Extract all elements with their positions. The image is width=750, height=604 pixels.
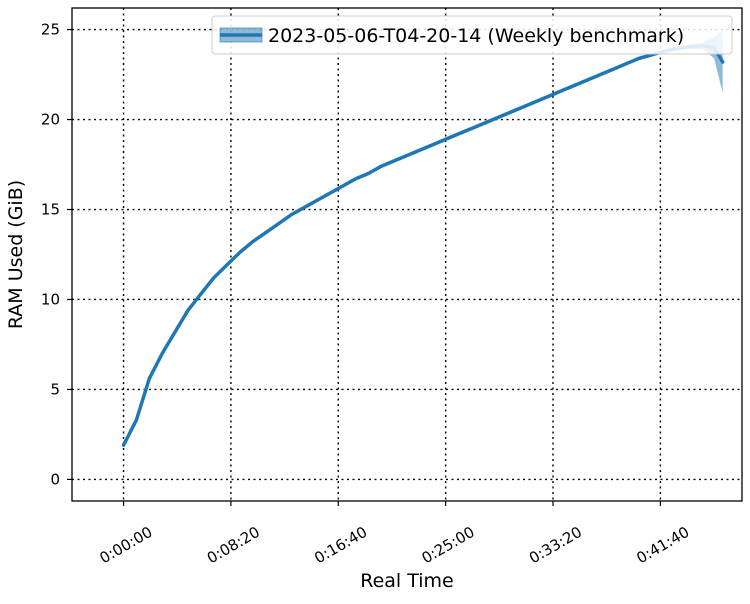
legend: 2023-05-06-T04-20-14 (Weekly benchmark) xyxy=(211,15,733,55)
legend-box xyxy=(211,15,733,55)
x-axis-title: Real Time xyxy=(360,570,454,592)
grid xyxy=(72,8,742,501)
y-tick-label: 5 xyxy=(50,380,60,398)
y-axis-title: RAM Used (GiB) xyxy=(5,180,27,329)
y-tick-label: 10 xyxy=(41,290,60,308)
plot-frame xyxy=(71,7,743,502)
y-tick-label: 25 xyxy=(41,21,60,39)
legend-label: 2023-05-06-T04-20-14 (Weekly benchmark) xyxy=(268,25,684,47)
y-tick-label: 0 xyxy=(50,470,60,488)
y-tick-label: 20 xyxy=(41,111,60,129)
y-tick-label: 15 xyxy=(41,201,60,219)
series-line-layer xyxy=(121,44,725,447)
series-line xyxy=(121,44,725,447)
